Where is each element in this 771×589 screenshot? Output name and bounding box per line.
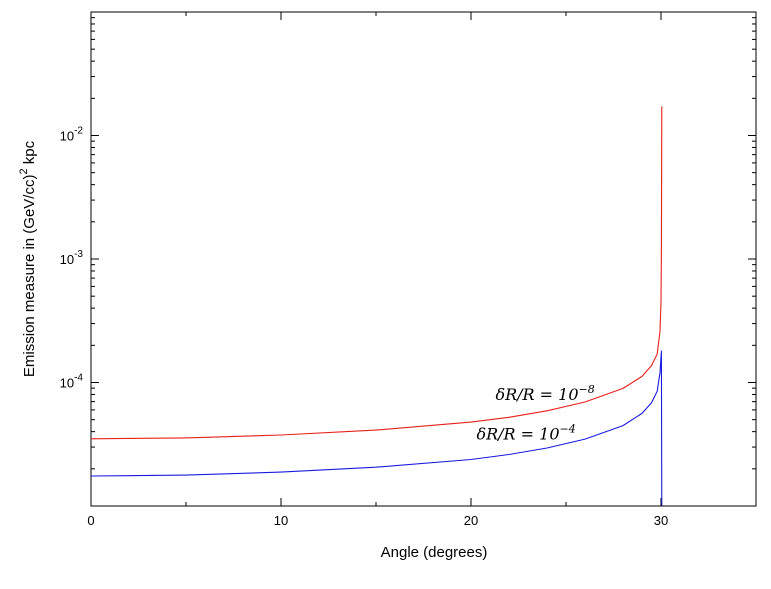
plot-frame bbox=[90, 11, 757, 507]
series-annotation-2: δR/R = 10−4 bbox=[476, 423, 575, 444]
series-group bbox=[90, 106, 663, 506]
x-ticks: 0 10 20 30 bbox=[87, 12, 757, 528]
x-tick-label: 30 bbox=[654, 513, 668, 528]
series-annotation-1: δR/R = 10−8 bbox=[495, 383, 594, 404]
x-axis-title: Angle (degrees) bbox=[381, 544, 488, 561]
annotations: δR/R = 10−8 δR/R = 10−4 bbox=[476, 383, 594, 443]
y-ticks: 10-4 10-3 10-2 bbox=[60, 17, 756, 507]
y-tick-label: 10-3 bbox=[60, 249, 84, 267]
series-line-1 bbox=[90, 106, 663, 440]
y-axis-title-unit: kpc bbox=[21, 140, 38, 168]
y-tick-label: 10-2 bbox=[60, 126, 84, 144]
y-axis-title-sup: 2 bbox=[18, 168, 30, 174]
x-tick-label: 10 bbox=[274, 513, 288, 528]
x-tick-label: 20 bbox=[464, 513, 478, 528]
y-axis-title-text: Emission measure in (GeV/cc) bbox=[21, 175, 38, 378]
y-tick-label: 10-4 bbox=[60, 373, 84, 391]
series-line-2 bbox=[90, 350, 663, 506]
y-axis-title: Emission measure in (GeV/cc)2 kpc bbox=[18, 140, 38, 377]
x-tick-label: 0 bbox=[87, 513, 94, 528]
